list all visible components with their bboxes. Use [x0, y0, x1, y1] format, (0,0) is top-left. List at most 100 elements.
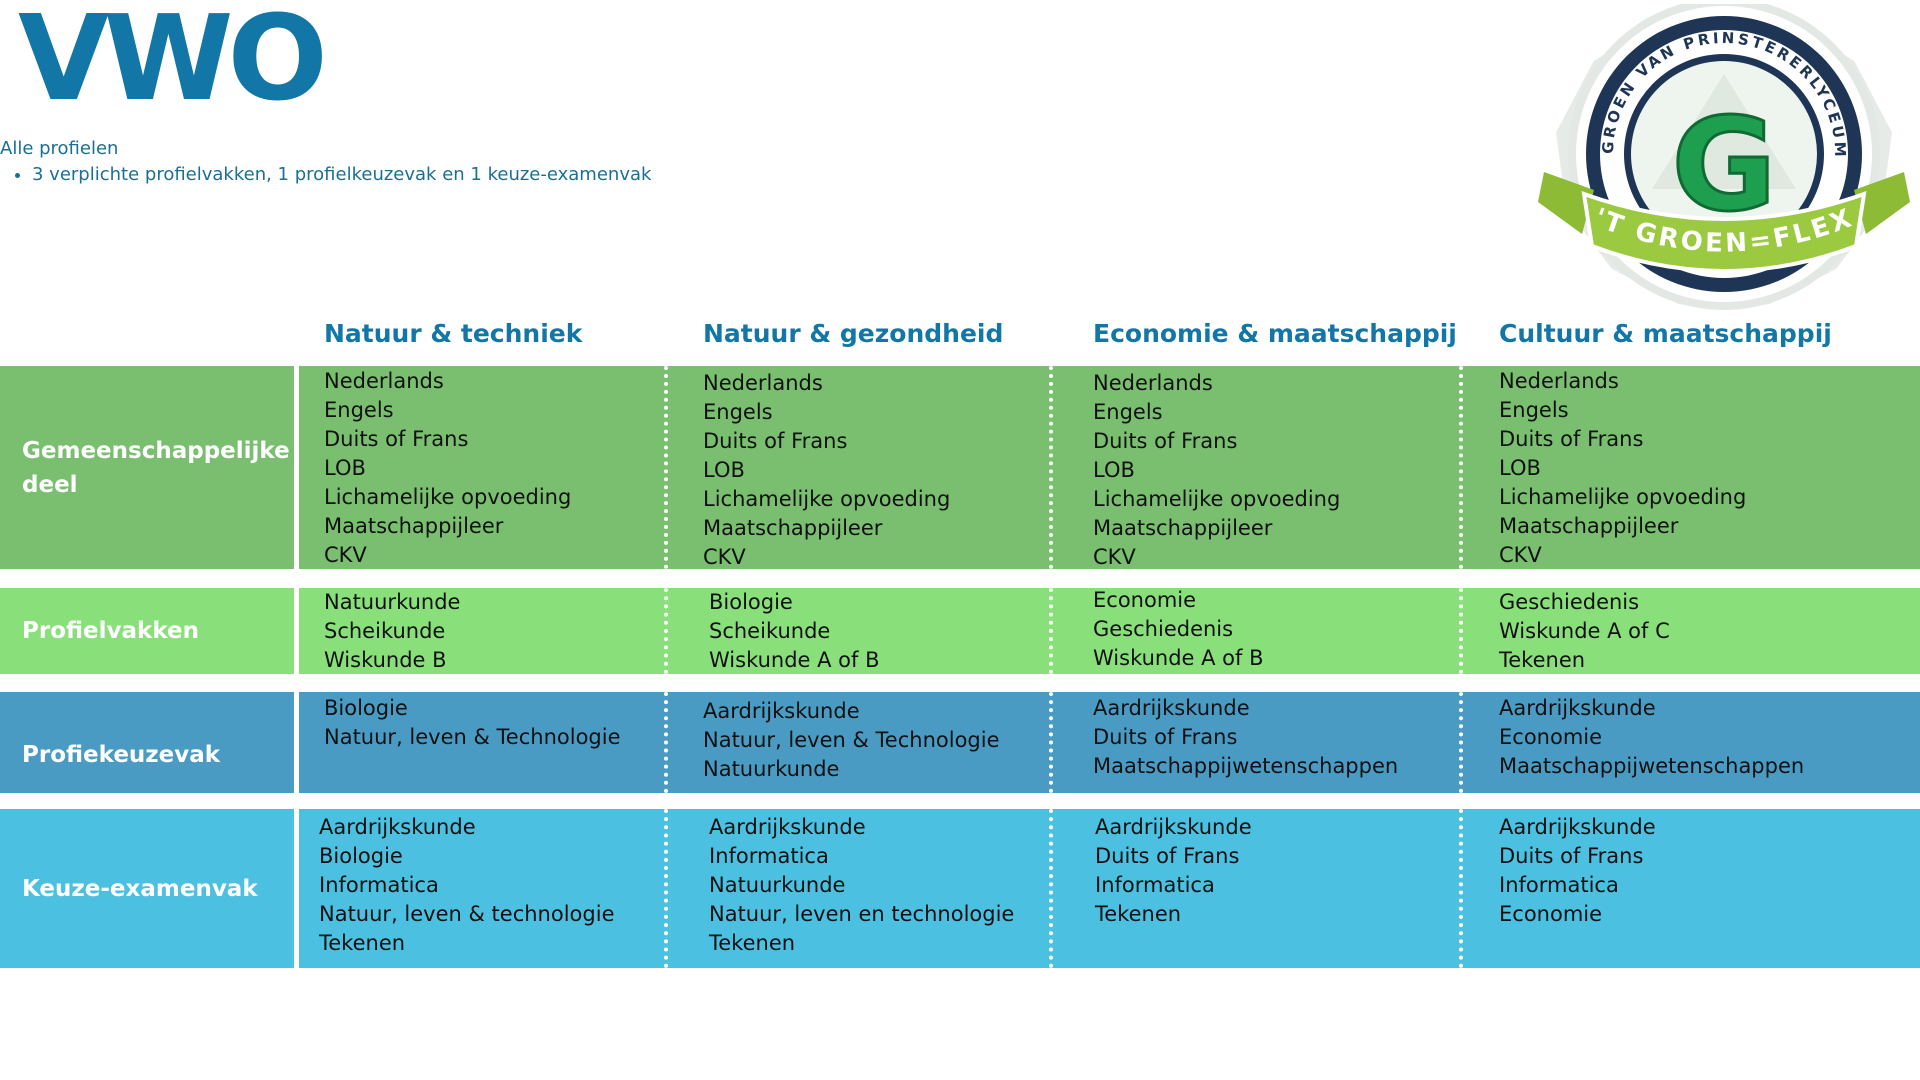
- subject-item: Biologie: [324, 696, 408, 720]
- subject-item: Natuurkunde: [709, 873, 846, 897]
- row-body: Nederlands Engels Duits of Frans LOB Lic…: [299, 366, 1920, 569]
- cell-natuur-gezondheid: Aardrijkskunde Informatica Natuurkunde N…: [709, 813, 1014, 968]
- subject-item: Maatschappijwetenschappen: [1093, 754, 1399, 778]
- subject-item: Nederlands: [703, 371, 823, 395]
- bullet-list: 3 verplichte profielvakken, 1 profielkeu…: [0, 162, 651, 188]
- subject-item: Maatschappijleer: [324, 514, 504, 538]
- subject-item: Engels: [1093, 400, 1163, 424]
- column-divider: [1049, 366, 1053, 569]
- column-header-economie-maatschappij: Economie & maatschappij: [1093, 319, 1457, 348]
- cell-natuur-techniek: Biologie Natuur, leven & Technologie: [324, 694, 621, 793]
- subject-item: CKV: [1093, 545, 1136, 569]
- subject-item: Duits of Frans: [1093, 725, 1238, 749]
- row-label: Profiekeuzevak: [0, 692, 294, 793]
- cell-cultuur-maatschappij: Nederlands Engels Duits of Frans LOB Lic…: [1499, 367, 1746, 569]
- subject-item: Natuurkunde: [324, 590, 461, 614]
- subject-item: Wiskunde B: [324, 648, 447, 672]
- subject-item: Scheikunde: [324, 619, 446, 643]
- subject-item: Duits of Frans: [1499, 427, 1644, 451]
- school-logo: GROEN VAN PRINSTERERLYCEUM G 'T GROEN=FL…: [1538, 4, 1910, 315]
- column-header-natuur-gezondheid: Natuur & gezondheid: [703, 319, 1004, 348]
- column-divider: [664, 809, 668, 968]
- subject-item: Wiskunde A of B: [709, 648, 880, 672]
- cell-economie-maatschappij: Aardrijkskunde Duits of Frans Maatschapp…: [1093, 694, 1398, 793]
- subject-item: Natuur, leven & Technologie: [703, 728, 1000, 752]
- subject-item: CKV: [1499, 543, 1542, 567]
- subject-item: Informatica: [1095, 873, 1215, 897]
- cell-cultuur-maatschappij: Geschiedenis Wiskunde A of C Tekenen: [1499, 588, 1670, 674]
- cell-cultuur-maatschappij: Aardrijkskunde Duits of Frans Informatic…: [1499, 813, 1656, 968]
- subject-item: LOB: [1093, 458, 1135, 482]
- subject-item: Nederlands: [324, 369, 444, 393]
- cell-cultuur-maatschappij: Aardrijkskunde Economie Maatschappijwete…: [1499, 694, 1804, 793]
- subject-item: Natuurkunde: [703, 757, 840, 781]
- column-divider: [1459, 809, 1463, 968]
- subject-item: Lichamelijke opvoeding: [1093, 487, 1341, 511]
- subject-item: Engels: [1499, 398, 1569, 422]
- subject-item: LOB: [703, 458, 745, 482]
- subject-item: LOB: [1499, 456, 1541, 480]
- subject-item: Nederlands: [1499, 369, 1619, 393]
- subject-item: Tekenen: [1095, 902, 1182, 926]
- subject-item: Economie: [1499, 725, 1603, 749]
- subject-item: Wiskunde A of C: [1499, 619, 1670, 643]
- subject-item: Engels: [703, 400, 773, 424]
- row-label: Gemeenschappelijke deel: [0, 366, 294, 569]
- subject-item: Scheikunde: [709, 619, 831, 643]
- cell-natuur-gezondheid: Biologie Scheikunde Wiskunde A of B: [709, 588, 880, 674]
- subject-item: Economie: [1093, 588, 1197, 612]
- subject-item: Geschiedenis: [1093, 617, 1234, 641]
- subject-item: Duits of Frans: [1093, 429, 1238, 453]
- column-divider: [1459, 366, 1463, 569]
- row-label: Keuze-examenvak: [0, 809, 294, 968]
- subject-item: Aardrijkskunde: [1499, 696, 1656, 720]
- row-gemeenschappelijke-deel: Gemeenschappelijke deel Nederlands Engel…: [0, 366, 1920, 569]
- subject-item: Lichamelijke opvoeding: [703, 487, 951, 511]
- subject-item: Duits of Frans: [1095, 844, 1240, 868]
- cell-natuur-gezondheid: Nederlands Engels Duits of Frans LOB Lic…: [703, 369, 950, 569]
- subject-item: Lichamelijke opvoeding: [324, 485, 572, 509]
- subject-item: Nederlands: [1093, 371, 1213, 395]
- column-divider: [1049, 692, 1053, 793]
- subject-item: Economie: [1499, 902, 1603, 926]
- column-divider: [1459, 588, 1463, 674]
- subject-item: Natuur, leven & technologie: [319, 902, 615, 926]
- subject-item: Aardrijkskunde: [1499, 815, 1656, 839]
- subject-item: Maatschappijwetenschappen: [1499, 754, 1805, 778]
- subject-item: Natuur, leven en technologie: [709, 902, 1015, 926]
- cell-natuur-techniek: Aardrijkskunde Biologie Informatica Natu…: [319, 813, 615, 968]
- row-body: Natuurkunde Scheikunde Wiskunde B Biolog…: [299, 588, 1920, 674]
- subtitle: Alle profielen: [0, 138, 119, 159]
- subject-item: CKV: [703, 545, 746, 569]
- column-divider: [1459, 692, 1463, 793]
- cell-economie-maatschappij: Aardrijkskunde Duits of Frans Informatic…: [1095, 813, 1252, 968]
- subject-item: Tekenen: [1499, 648, 1586, 672]
- row-keuze-examenvak: Keuze-examenvak Aardrijkskunde Biologie …: [0, 809, 1920, 968]
- page-title: VWO: [18, 0, 328, 127]
- subject-item: Maatschappijleer: [1499, 514, 1679, 538]
- column-divider: [664, 366, 668, 569]
- cell-economie-maatschappij: Economie Geschiedenis Wiskunde A of B: [1093, 586, 1264, 674]
- subject-item: Aardrijkskunde: [709, 815, 866, 839]
- subject-item: Tekenen: [709, 931, 796, 955]
- subject-item: Natuur, leven & Technologie: [324, 725, 621, 749]
- subject-item: Engels: [324, 398, 394, 422]
- row-profielvakken: Profielvakken Natuurkunde Scheikunde Wis…: [0, 588, 1920, 674]
- subject-item: Biologie: [319, 844, 403, 868]
- subject-item: Biologie: [709, 590, 793, 614]
- cell-natuur-techniek: Natuurkunde Scheikunde Wiskunde B: [324, 588, 460, 674]
- bullet-item: 3 verplichte profielvakken, 1 profielkeu…: [32, 162, 651, 188]
- subject-item: Duits of Frans: [703, 429, 848, 453]
- subject-item: Geschiedenis: [1499, 590, 1640, 614]
- subject-item: LOB: [324, 456, 366, 480]
- subject-item: Aardrijkskunde: [703, 699, 860, 723]
- subject-item: Duits of Frans: [1499, 844, 1644, 868]
- row-body: Aardrijkskunde Biologie Informatica Natu…: [299, 809, 1920, 968]
- subject-item: Informatica: [1499, 873, 1619, 897]
- subject-item: Aardrijkskunde: [319, 815, 476, 839]
- subject-item: Tekenen: [319, 931, 406, 955]
- subject-item: Maatschappijleer: [703, 516, 883, 540]
- subject-item: Informatica: [319, 873, 439, 897]
- column-divider: [664, 692, 668, 793]
- column-divider: [1049, 588, 1053, 674]
